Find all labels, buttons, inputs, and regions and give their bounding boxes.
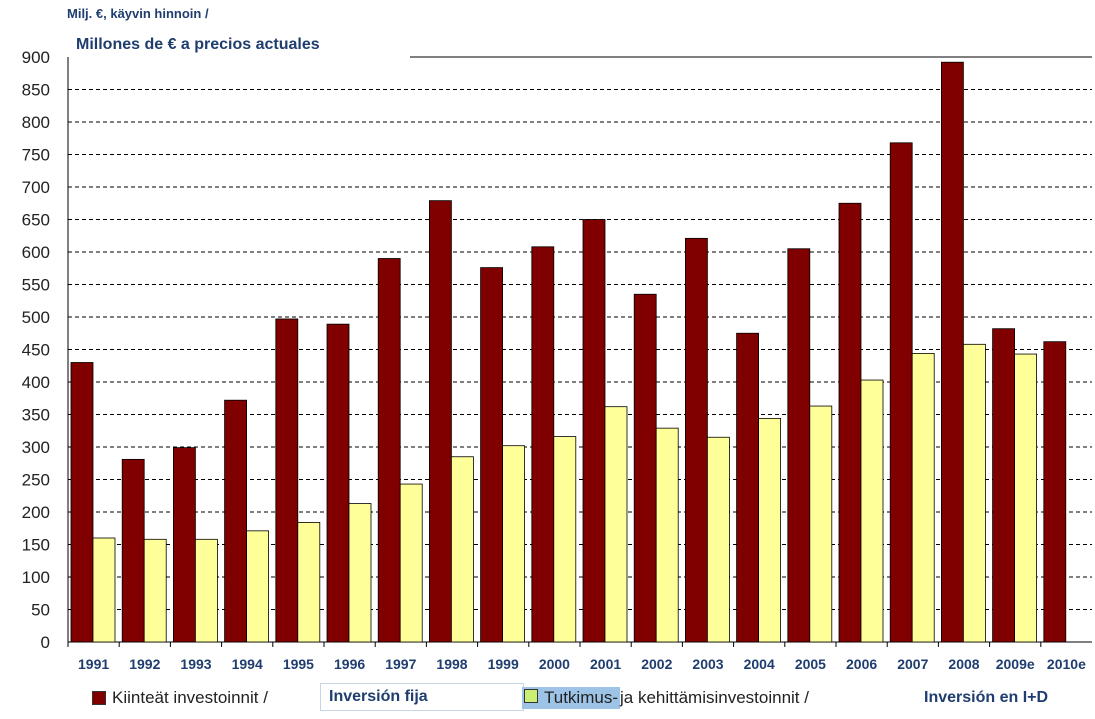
x-tick-label: 1995: [283, 656, 314, 672]
x-tick-label: 2006: [846, 656, 877, 672]
bar-fixed-investment: [480, 267, 504, 643]
y-tick-label: 350: [22, 406, 50, 425]
x-tick-label: 1998: [436, 656, 467, 672]
legend-swatch-fixed: [92, 691, 106, 705]
bar-rd-investment: [502, 445, 526, 643]
bar-fixed-investment: [531, 246, 555, 643]
bar-fixed-investment: [1043, 341, 1067, 643]
bar-rd-investment: [655, 427, 679, 643]
y-tick-label: 700: [22, 178, 50, 197]
bar-rd-investment: [758, 417, 781, 643]
chart-title-line1: Milj. €, käyvin hinnoin /: [67, 6, 209, 21]
bar-rd-investment: [92, 537, 116, 643]
legend-label-rd-fi: ja kehittämisinvestoinnit /: [620, 688, 809, 707]
bar-rd-investment: [450, 456, 474, 643]
x-tick-label: 2005: [795, 656, 826, 672]
bar-rd-investment: [246, 530, 270, 643]
bar-fixed-investment: [582, 219, 606, 643]
bar-rd-investment: [707, 436, 730, 643]
y-tick-label: 50: [31, 601, 50, 620]
x-tick-label: 1999: [488, 656, 519, 672]
x-tick-label: 2010e: [1047, 656, 1086, 672]
bar-fixed-investment: [70, 362, 94, 643]
x-tick-label: 2004: [744, 656, 775, 672]
legend-highlight: Tutkimus-: [522, 687, 620, 709]
x-tick-label: 2003: [692, 656, 723, 672]
bar-rd-investment: [1014, 353, 1037, 643]
x-tick-label: 2000: [539, 656, 570, 672]
bar-fixed-investment: [889, 142, 913, 643]
bar-fixed-investment: [224, 399, 248, 643]
legend-label-fixed-es: Inversión fija: [320, 683, 524, 711]
y-tick-label: 850: [22, 81, 50, 100]
bar-rd-investment: [143, 538, 167, 643]
bar-fixed-investment: [428, 200, 452, 643]
y-tick-label: 400: [22, 373, 50, 392]
bar-rd-investment: [553, 436, 577, 643]
bar-rd-investment: [604, 406, 628, 643]
bar-fixed-investment: [992, 328, 1015, 643]
x-tick-label: 2007: [897, 656, 928, 672]
y-tick-label: 600: [22, 243, 50, 262]
y-tick-label: 150: [22, 536, 50, 555]
bar-fixed-investment: [121, 458, 145, 643]
bar-fixed-investment: [941, 61, 964, 643]
x-tick-label: 1996: [334, 656, 365, 672]
x-tick-label: 1997: [385, 656, 416, 672]
bar-fixed-investment: [736, 332, 759, 643]
y-tick-label: 250: [22, 471, 50, 490]
y-tick-label: 200: [22, 503, 50, 522]
x-tick-label: 1994: [232, 656, 263, 672]
legend-label-rd-fi-highlight: Tutkimus-: [544, 688, 618, 707]
bar-fixed-investment: [275, 318, 299, 643]
bar-fixed-investment: [838, 202, 862, 643]
bar-fixed-investment: [377, 258, 401, 643]
bar-fixed-investment: [787, 248, 811, 643]
legend-item-rd-investment: Tutkimus- ja kehittämisinvestoinnit /: [522, 683, 809, 713]
y-tick-label: 550: [22, 276, 50, 295]
bar-fixed-investment: [326, 323, 350, 643]
legend-item-fixed-investment: Kiinteät investoinnit /: [92, 683, 268, 713]
bar-fixed-investment: [685, 237, 708, 643]
legend-swatch-rd: [524, 689, 538, 703]
y-tick-label: 800: [22, 113, 50, 132]
y-tick-label: 750: [22, 146, 50, 165]
bar-rd-investment: [860, 379, 884, 643]
chart-title-line2: Millones de € a precios actuales: [76, 36, 320, 53]
x-tick-label: 2008: [948, 656, 979, 672]
x-tick-label: 1991: [78, 656, 109, 672]
y-tick-label: 300: [22, 438, 50, 457]
bar-rd-investment: [809, 405, 833, 643]
legend-label-rd-es: Inversión en I+D: [924, 689, 1049, 706]
legend-label-fixed-fi: Kiinteät investoinnit /: [112, 688, 268, 707]
bar-rd-investment: [297, 522, 321, 643]
bar-rd-investment: [911, 352, 935, 643]
bar-rd-investment: [399, 483, 423, 643]
bar-rd-investment: [194, 538, 218, 643]
y-tick-label: 450: [22, 341, 50, 360]
y-tick-label: 500: [22, 308, 50, 327]
y-tick-label: 900: [22, 48, 50, 67]
x-tick-label: 1992: [129, 656, 160, 672]
bar-rd-investment: [963, 343, 986, 643]
x-tick-label: 2001: [590, 656, 621, 672]
bar-fixed-investment: [172, 447, 196, 643]
y-tick-label: 650: [22, 211, 50, 230]
x-tick-label: 1993: [180, 656, 211, 672]
x-tick-label: 2002: [641, 656, 672, 672]
y-tick-label: 100: [22, 568, 50, 587]
x-tick-label: 2009e: [996, 656, 1035, 672]
bar-rd-investment: [348, 503, 372, 643]
bar-fixed-investment: [633, 293, 657, 643]
y-tick-label: 0: [41, 633, 50, 652]
